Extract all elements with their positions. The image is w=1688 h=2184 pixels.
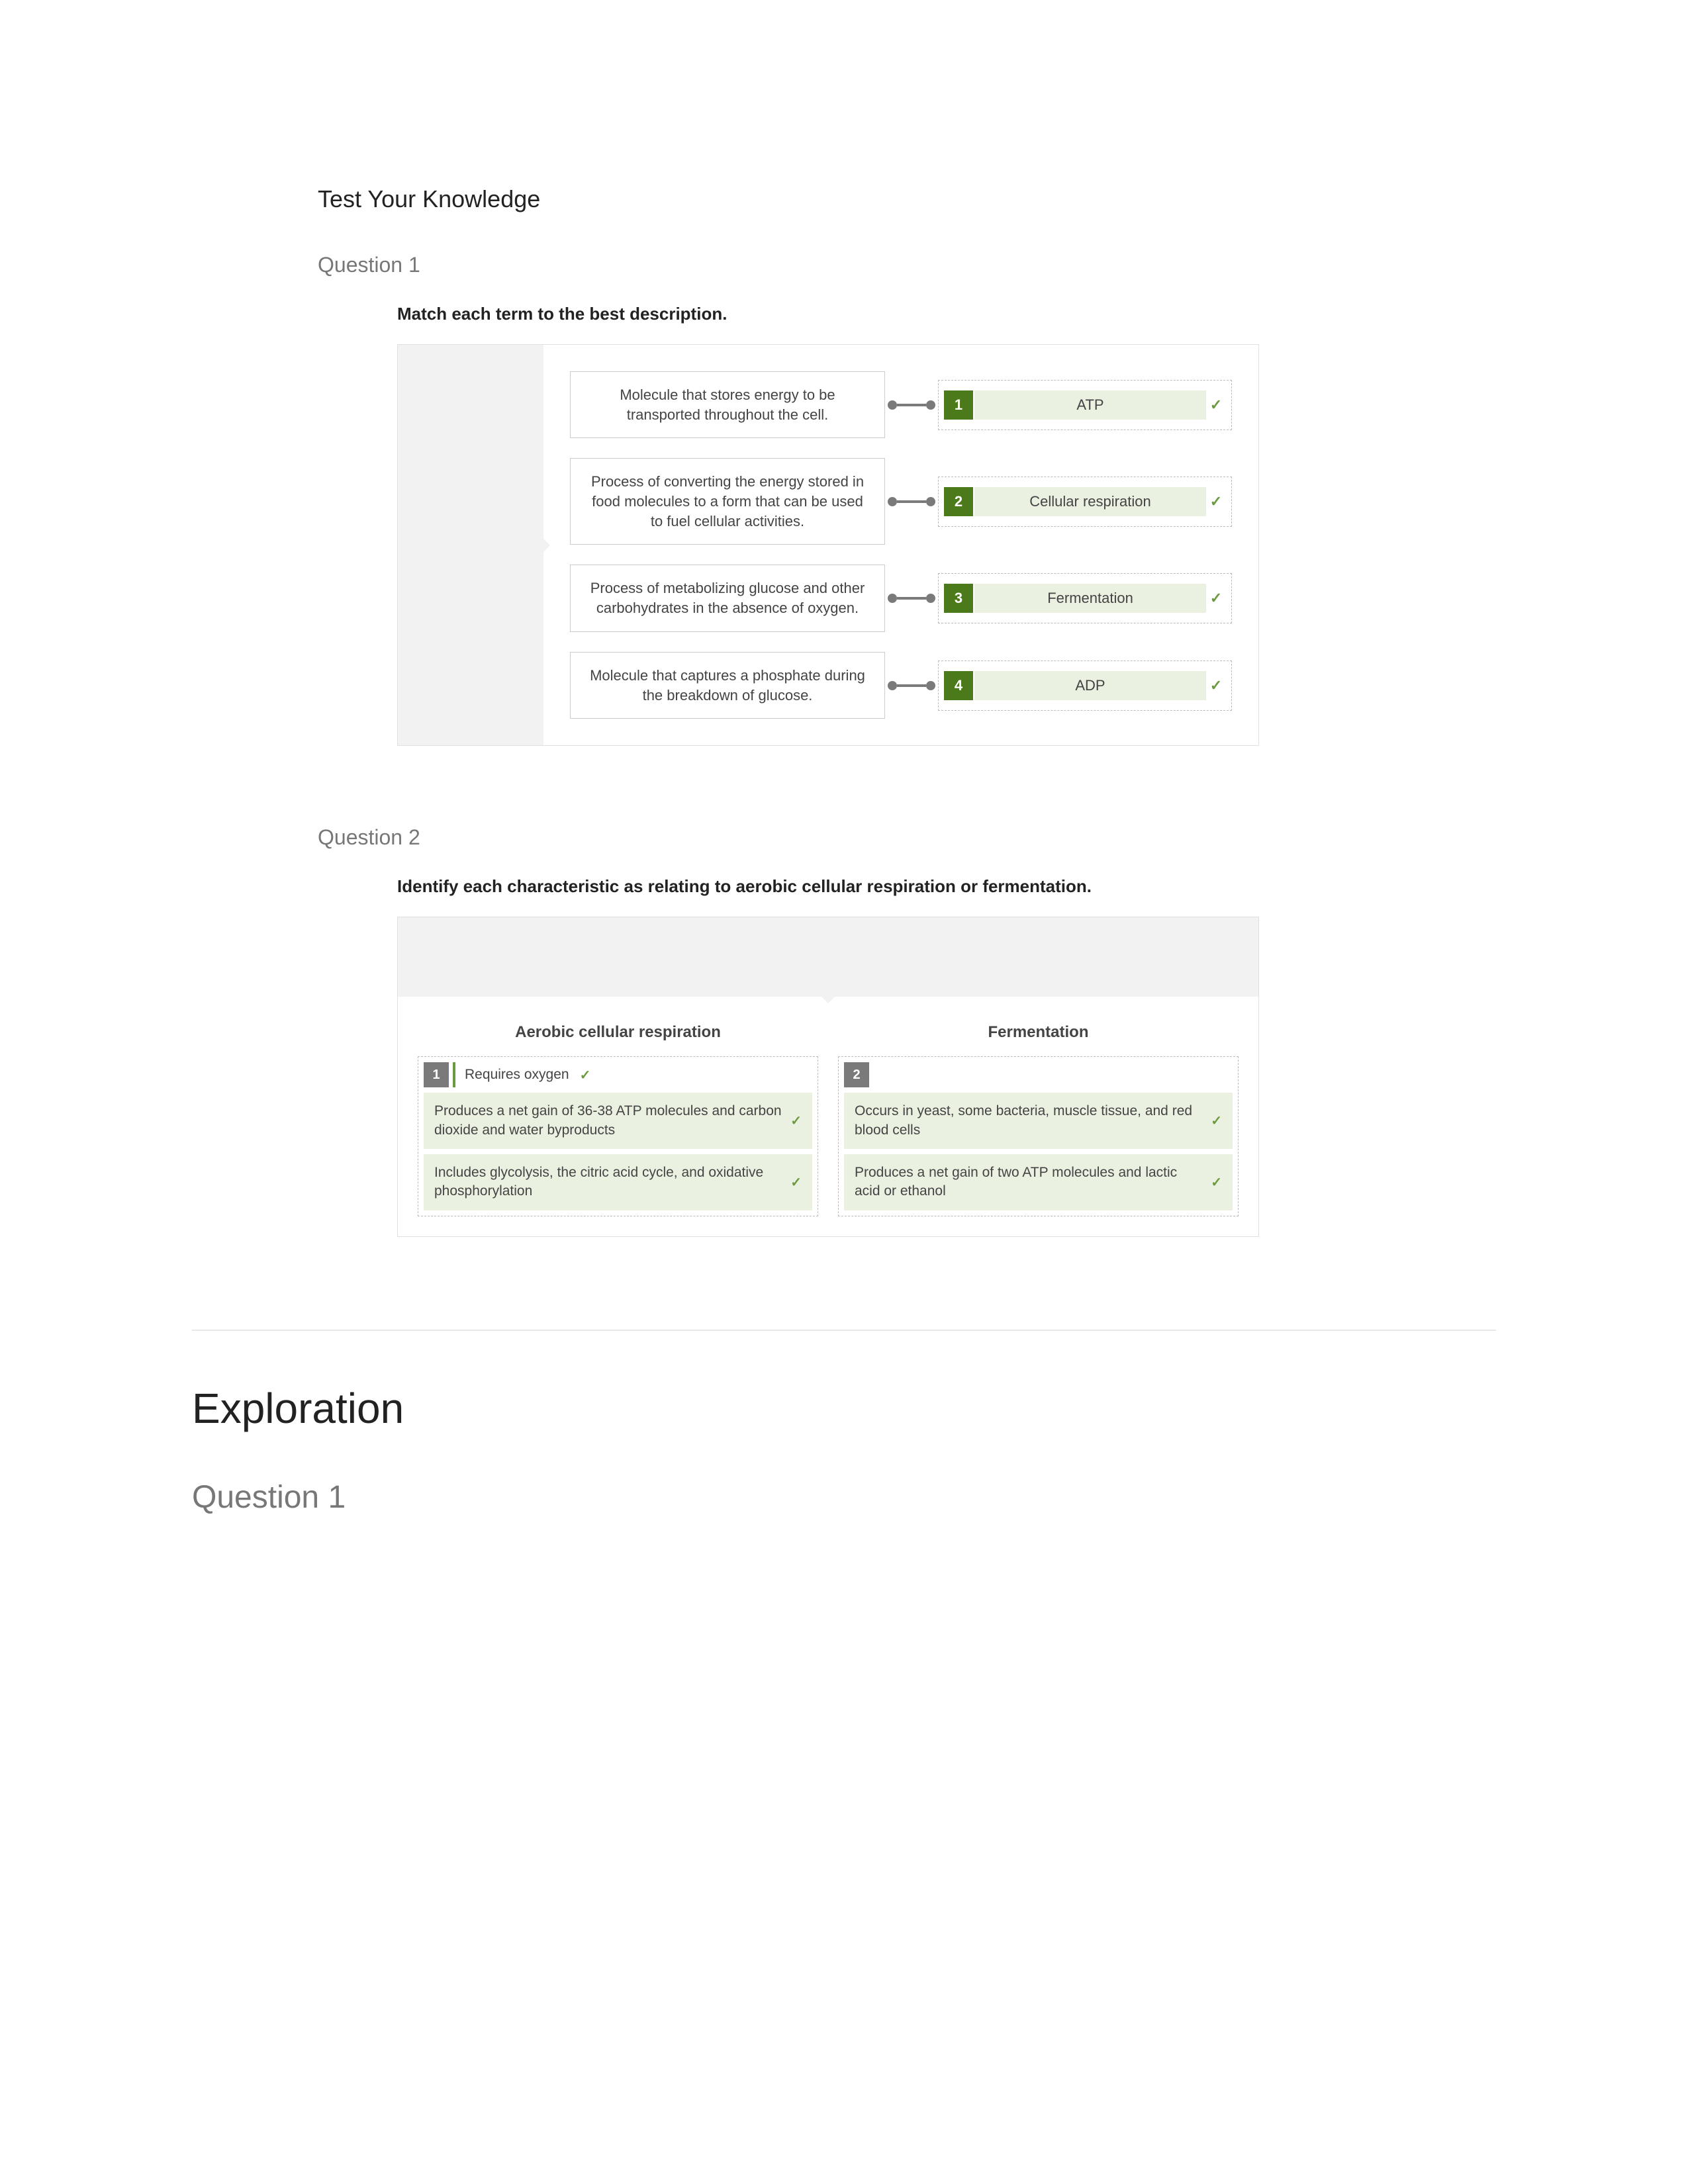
check-icon: ✓ <box>790 1174 802 1191</box>
connector-line-icon <box>897 500 926 503</box>
term-chip[interactable]: Fermentation <box>973 584 1206 613</box>
q1-match-box: Molecule that stores energy to be transp… <box>397 344 1259 746</box>
check-icon: ✓ <box>1206 590 1226 607</box>
drop-zone[interactable]: 1 Requires oxygen ✓ Produces a net gain … <box>418 1056 818 1216</box>
divider-icon <box>453 1062 455 1087</box>
match-row: Process of converting the energy stored … <box>570 458 1232 545</box>
sort-item[interactable]: Includes glycolysis, the citric acid cyc… <box>424 1154 812 1210</box>
connector-line-icon <box>897 404 926 406</box>
sort-item-text: Includes glycolysis, the citric acid cyc… <box>434 1163 784 1201</box>
connector-dot-icon <box>926 497 935 506</box>
q1-sidebar <box>398 345 543 745</box>
connector <box>888 681 935 690</box>
q2-label: Question 2 <box>318 825 1370 850</box>
check-icon: ✓ <box>1206 396 1226 414</box>
q1-content: Molecule that stores energy to be transp… <box>543 345 1258 745</box>
q2-sort-box: Aerobic cellular respiration 1 Requires … <box>397 917 1259 1236</box>
column-head-row: 1 Requires oxygen ✓ <box>424 1062 812 1087</box>
term-chip[interactable]: Cellular respiration <box>973 487 1206 516</box>
connector-dot-icon <box>888 594 897 603</box>
sort-item-text: Produces a net gain of two ATP molecules… <box>855 1163 1204 1201</box>
answer-slot[interactable]: 3 Fermentation ✓ <box>938 573 1232 623</box>
connector <box>888 497 935 506</box>
check-icon: ✓ <box>580 1067 591 1083</box>
connector-dot-icon <box>926 681 935 690</box>
answer-slot[interactable]: 1 ATP ✓ <box>938 380 1232 430</box>
column-head-row: 2 <box>844 1062 1233 1087</box>
match-row: Process of metabolizing glucose and othe… <box>570 565 1232 631</box>
column-title: Fermentation <box>838 1023 1239 1042</box>
sort-item[interactable]: Occurs in yeast, some bacteria, muscle t… <box>844 1093 1233 1149</box>
term-chip[interactable]: ADP <box>973 671 1206 700</box>
exploration-q1-label: Question 1 <box>192 1479 1370 1516</box>
connector-line-icon <box>897 597 926 600</box>
num-chip: 3 <box>944 584 973 613</box>
match-row: Molecule that stores energy to be transp… <box>570 371 1232 438</box>
term-chip[interactable]: ATP <box>973 390 1206 420</box>
connector-dot-icon <box>888 497 897 506</box>
connector-dot-icon <box>888 681 897 690</box>
check-icon: ✓ <box>1211 1174 1222 1191</box>
num-chip: 1 <box>944 390 973 420</box>
connector <box>888 400 935 410</box>
match-row: Molecule that captures a phosphate durin… <box>570 652 1232 719</box>
connector-dot-icon <box>888 400 897 410</box>
sort-item[interactable]: Produces a net gain of two ATP molecules… <box>844 1154 1233 1210</box>
sort-column-aerobic: Aerobic cellular respiration 1 Requires … <box>418 1023 818 1216</box>
description-card[interactable]: Molecule that stores energy to be transp… <box>570 371 885 438</box>
num-chip: 1 <box>424 1062 449 1087</box>
num-chip: 4 <box>944 671 973 700</box>
q1-label: Question 1 <box>318 253 1370 277</box>
connector-dot-icon <box>926 594 935 603</box>
sort-item[interactable]: Produces a net gain of 36-38 ATP molecul… <box>424 1093 812 1149</box>
connector-line-icon <box>897 684 926 687</box>
answer-slot[interactable]: 4 ADP ✓ <box>938 660 1232 711</box>
description-card[interactable]: Process of converting the energy stored … <box>570 458 885 545</box>
description-card[interactable]: Molecule that captures a phosphate durin… <box>570 652 885 719</box>
drop-zone[interactable]: 2 Occurs in yeast, some bacteria, muscle… <box>838 1056 1239 1216</box>
check-icon: ✓ <box>790 1113 802 1129</box>
section-divider <box>192 1330 1496 1331</box>
num-chip: 2 <box>944 487 973 516</box>
answer-slot[interactable]: 2 Cellular respiration ✓ <box>938 477 1232 527</box>
column-title: Aerobic cellular respiration <box>418 1023 818 1042</box>
connector-dot-icon <box>926 400 935 410</box>
sort-item-text: Produces a net gain of 36-38 ATP molecul… <box>434 1102 784 1140</box>
check-icon: ✓ <box>1206 677 1226 694</box>
q2-header-bar <box>398 917 1258 997</box>
num-chip: 2 <box>844 1062 869 1087</box>
q1-instruction: Match each term to the best description. <box>397 304 1370 324</box>
head-term[interactable]: Requires oxygen <box>459 1067 569 1083</box>
page-title: Test Your Knowledge <box>318 185 1370 213</box>
check-icon: ✓ <box>1206 493 1226 510</box>
q2-instruction: Identify each characteristic as relating… <box>397 876 1370 897</box>
connector <box>888 594 935 603</box>
sort-column-fermentation: Fermentation 2 Occurs in yeast, some bac… <box>838 1023 1239 1216</box>
exploration-heading: Exploration <box>192 1384 1370 1433</box>
description-card[interactable]: Process of metabolizing glucose and othe… <box>570 565 885 631</box>
check-icon: ✓ <box>1211 1113 1222 1129</box>
sort-item-text: Occurs in yeast, some bacteria, muscle t… <box>855 1102 1204 1140</box>
